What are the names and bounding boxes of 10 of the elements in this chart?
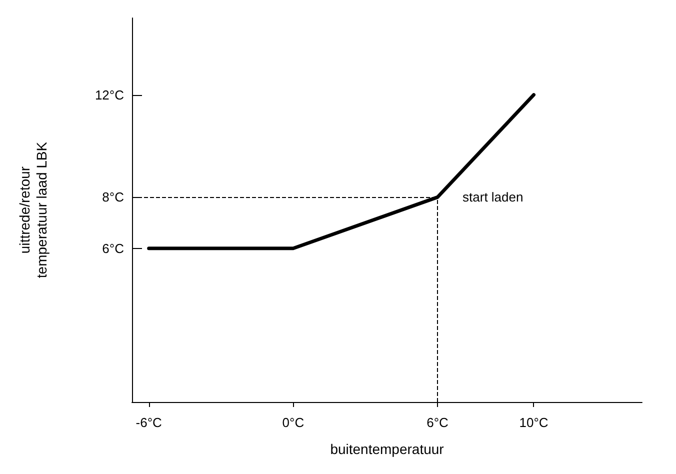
x-axis-title: buitentemperatuur	[330, 441, 444, 457]
y-axis-title: uittrede/retour temperatuur laad LBK	[16, 141, 50, 278]
y-tick-label: 8°C	[102, 190, 124, 205]
x-tick-label: 10°C	[519, 415, 548, 430]
x-tick-label: -6°C	[136, 415, 162, 430]
y-tick-label: 6°C	[102, 240, 124, 256]
y-tick-label: 12°C	[94, 87, 124, 102]
x-tick-label: 6°C	[426, 415, 448, 430]
x-tick-label: 0°C	[282, 415, 304, 430]
annotation: start laden	[462, 190, 524, 205]
